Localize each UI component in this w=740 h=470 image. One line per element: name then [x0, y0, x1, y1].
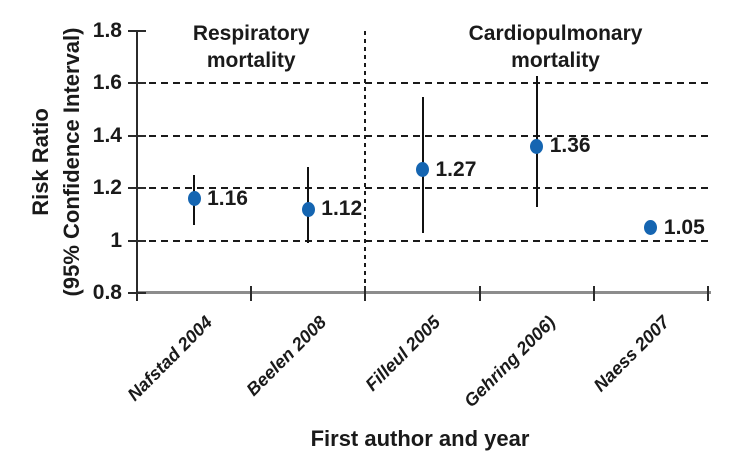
y-axis-title-line1: Risk Ratio	[28, 108, 53, 216]
x-tick-5	[707, 286, 709, 301]
x-category-label-2: Filleul 2005	[361, 312, 445, 395]
y-axis-title-line2: (95% Confidence Interval)	[59, 27, 84, 297]
y-tick-label-1.6: 1.6	[92, 71, 122, 95]
data-marker-Beelen 2008	[301, 201, 315, 217]
x-axis-line	[137, 291, 711, 294]
data-marker-Filleul 2005	[416, 162, 429, 178]
x-category-label-0: Nafstad 2004	[123, 312, 217, 405]
x-tick-4	[592, 286, 595, 301]
x-axis-title: First author and year	[310, 426, 530, 451]
x-category-label-4: Naess 2007	[589, 312, 674, 396]
y-axis-line	[136, 30, 138, 293]
y-tick-label-0.8: 0.8	[92, 281, 122, 304]
y-tick-label-1.8: 1.8	[92, 19, 122, 42]
y-tick-label-1: 1	[110, 228, 122, 252]
plot-area: 1.16 1.12 1.27 1.36 1.05	[137, 31, 708, 293]
y-tick-1.2	[128, 187, 146, 190]
gridline-1.6	[137, 82, 708, 85]
y-tick-label-1.2: 1.2	[92, 176, 122, 200]
y-axis-title: Risk Ratio (95% Confidence Interval)	[25, 28, 87, 297]
section-divider-line	[364, 31, 366, 293]
section-title-1-line1: Cardiopulmonary	[468, 22, 643, 45]
y-tick-1	[128, 239, 146, 242]
y-tick-1.4	[128, 134, 146, 137]
x-tick-0	[136, 286, 138, 301]
gridline-1	[137, 239, 708, 242]
x-tick-1	[250, 286, 253, 301]
section-title-1-line2: mortality	[511, 49, 600, 72]
data-marker-Naess 2007	[644, 220, 658, 235]
data-marker-Gehring 2006)	[530, 138, 544, 154]
y-tick-1.6	[128, 82, 146, 85]
y-tick-1.8	[128, 30, 146, 32]
section-title-0-line1: Respiratory	[192, 22, 310, 45]
section-title-0: Respiratory mortality	[193, 20, 310, 74]
x-category-label-1: Beelen 2008	[242, 312, 331, 400]
x-tick-3	[478, 286, 481, 301]
section-title-0-line2: mortality	[206, 49, 296, 72]
y-tick-label-1.4: 1.4	[92, 123, 122, 147]
section-title-1: Cardiopulmonary mortality	[469, 20, 643, 74]
x-category-label-3: Gehring 2006)	[459, 312, 559, 412]
x-tick-2	[364, 286, 367, 301]
data-label-Beelen 2008: 1.12	[321, 197, 363, 221]
data-label-Nafstad 2004: 1.16	[207, 186, 248, 210]
data-label-Filleul 2005: 1.27	[435, 157, 477, 181]
data-marker-Nafstad 2004	[187, 191, 201, 207]
data-label-Gehring 2006): 1.36	[549, 134, 591, 158]
data-label-Naess 2007: 1.05	[663, 215, 705, 239]
